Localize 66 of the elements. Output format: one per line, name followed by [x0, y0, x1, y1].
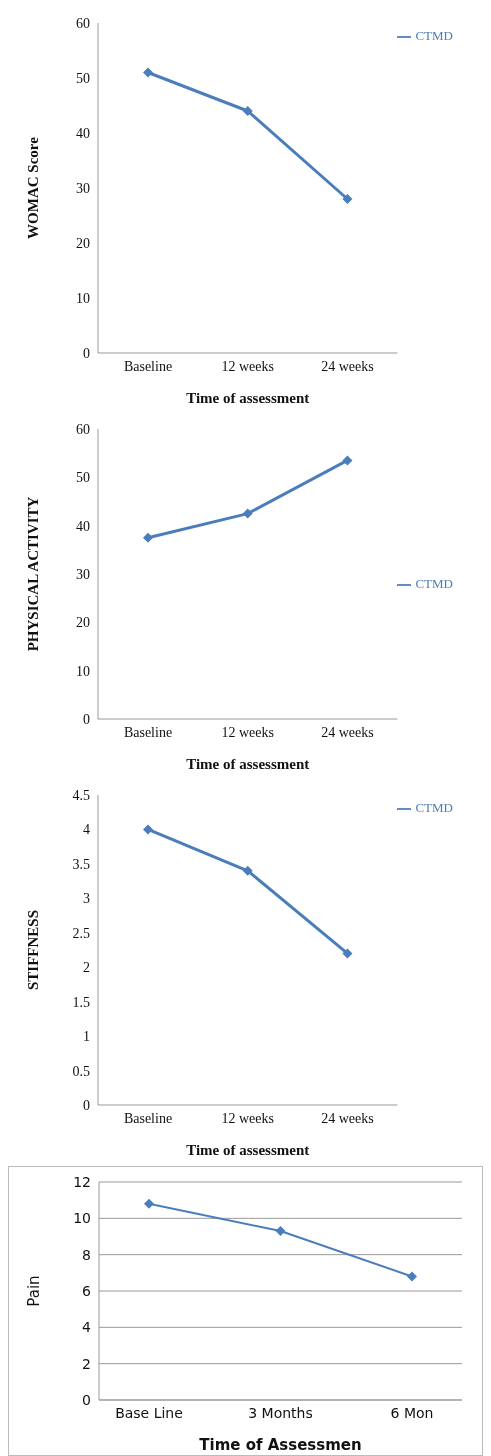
y-tick-label: 10	[76, 663, 90, 679]
y-tick-label: 4	[82, 1319, 92, 1336]
x-tick-label: 24 weeks	[321, 1110, 374, 1126]
point	[143, 67, 153, 78]
y-tick-label: 0	[83, 345, 90, 361]
x-tick-label: 24 weeks	[321, 358, 374, 374]
point	[407, 1271, 417, 1282]
y-tick-label: 8	[82, 1246, 91, 1263]
y-tick-label: 40	[76, 518, 90, 534]
y-axis-title: Pain	[25, 1275, 44, 1307]
y-axis-title: WOMAC Score	[25, 136, 42, 239]
y-tick-label: 2.5	[72, 925, 90, 941]
y-tick-label: 4.5	[72, 787, 90, 803]
legend-label: CTMD	[415, 800, 453, 815]
point	[144, 1198, 154, 1209]
y-tick-label: 60	[76, 15, 90, 31]
x-axis-title: Time of assessment	[186, 756, 310, 772]
point	[242, 508, 253, 519]
x-tick-label: Baseline	[123, 1110, 173, 1126]
y-tick-label: 0.5	[72, 1063, 90, 1079]
y-axis-title: PHYSICAL ACTIVITY	[25, 496, 42, 652]
y-tick-label: 6	[82, 1282, 92, 1299]
x-tick-label: Baseline	[123, 724, 173, 740]
point	[143, 532, 153, 543]
x-tick-label: 12 weeks	[221, 724, 274, 740]
y-tick-label: 40	[76, 125, 90, 141]
point	[342, 948, 353, 959]
legend-label: CTMD	[415, 576, 453, 591]
y-tick-label: 2	[82, 1355, 91, 1372]
x-tick-label: 24 weeks	[321, 724, 374, 740]
y-tick-label: 4	[83, 822, 90, 838]
point	[143, 824, 153, 835]
x-tick-label: 6 Mon	[390, 1404, 434, 1421]
x-axis-title: Time of assessment	[186, 390, 310, 406]
y-tick-label: 2	[83, 960, 90, 976]
y-tick-label: 30	[76, 180, 90, 196]
y-tick-label: 20	[76, 615, 90, 631]
legend-label: CTMD	[415, 28, 453, 43]
y-tick-label: 50	[76, 70, 90, 86]
y-tick-label: 0	[82, 1391, 91, 1408]
y-tick-label: 50	[76, 470, 90, 486]
y-tick-label: 60	[76, 421, 90, 437]
x-tick-label: 12 weeks	[221, 1110, 274, 1126]
y-tick-label: 20	[76, 235, 90, 251]
x-tick-label: Baseline	[123, 358, 173, 374]
point	[342, 194, 353, 204]
point	[242, 865, 253, 876]
y-axis-title: STIFFNESS	[25, 909, 42, 991]
y-tick-label: 3.5	[72, 856, 90, 872]
point	[242, 106, 253, 116]
y-tick-label: 10	[76, 290, 90, 306]
point	[342, 455, 353, 466]
y-tick-label: 12	[73, 1173, 91, 1190]
y-tick-label: 10	[73, 1210, 91, 1227]
y-tick-label: 3	[83, 891, 90, 907]
x-tick-label: 3 Months	[248, 1404, 313, 1421]
y-tick-label: 30	[76, 566, 90, 582]
x-tick-label: 12 weeks	[221, 358, 274, 374]
y-tick-label: 0	[83, 711, 90, 727]
y-tick-label: 1	[83, 1029, 90, 1045]
y-tick-label: 1.5	[72, 994, 90, 1010]
point	[275, 1226, 286, 1237]
x-axis-title: Time of Assessmen	[199, 1436, 362, 1454]
x-axis-title: Time of assessment	[186, 1142, 310, 1158]
x-tick-label: Base Line	[115, 1404, 183, 1421]
y-tick-label: 0	[83, 1097, 90, 1113]
